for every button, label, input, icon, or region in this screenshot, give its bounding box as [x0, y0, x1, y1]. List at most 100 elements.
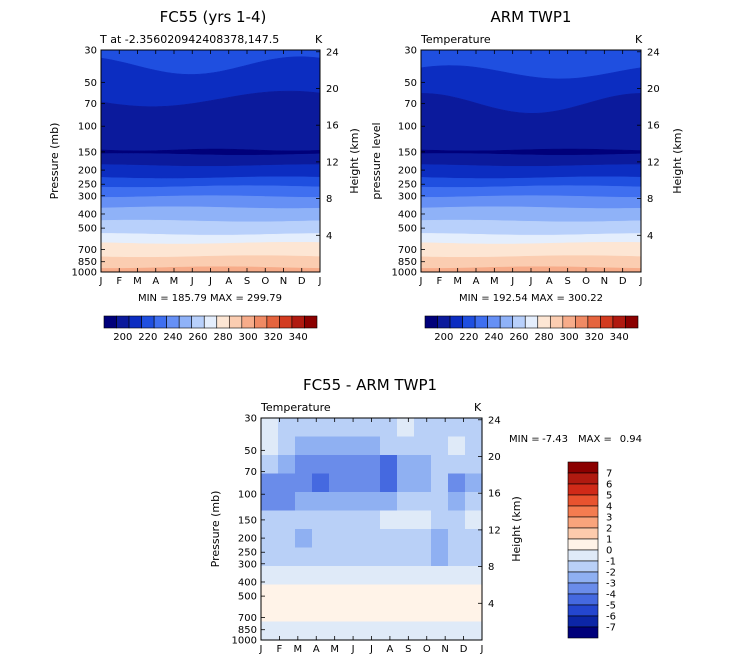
colorbar-label: 260 [509, 332, 528, 343]
colorbar-box [512, 315, 526, 329]
contour-cell [380, 473, 398, 493]
colorbar-label: 6 [606, 480, 612, 491]
contour-cell [380, 455, 398, 475]
contour-cell [397, 473, 415, 493]
colorbar-label: 3 [606, 513, 612, 524]
colorbar: 200 220 240 260 280 300 320 340 [424, 315, 639, 343]
y2-tick-label: 8 [488, 562, 494, 573]
colorbar-box [567, 505, 599, 518]
x-tick-label: O [423, 644, 431, 655]
min-label: MIN = [509, 434, 540, 445]
x-tick-label: M [490, 276, 499, 287]
contour-cell [329, 529, 347, 549]
contour-cell [261, 529, 279, 549]
contour-cell [380, 492, 398, 512]
y-tick-label: 100 [398, 122, 417, 133]
y2-tick-label: 24 [488, 415, 501, 426]
x-tick-label: O [582, 276, 590, 287]
contour-cell [261, 418, 279, 438]
contour-cell [346, 621, 364, 641]
x-tick-label: J [369, 644, 373, 655]
contour-cell [431, 473, 449, 493]
contour-cell [465, 621, 483, 641]
y2-tick-label: 12 [488, 525, 501, 536]
y-tick-label: 400 [78, 209, 97, 220]
x-tick-label: A [313, 644, 320, 655]
contour-cell [397, 529, 415, 549]
x-tick-label: S [244, 276, 250, 287]
colorbar-box [625, 315, 639, 329]
contour-cell [431, 510, 449, 530]
contour-cell [431, 584, 449, 604]
y2-tick-label: 12 [326, 157, 339, 168]
colorbar-label: 240 [484, 332, 503, 343]
colorbar-box [567, 560, 599, 573]
contour-cell [278, 621, 296, 641]
contour-cell [312, 455, 330, 475]
x-tick-label: J [259, 644, 263, 655]
panel-title: ARM TWP1 [491, 8, 572, 26]
y-tick-label: 30 [244, 414, 257, 425]
contour-band [420, 242, 642, 258]
colorbar-box [424, 315, 438, 329]
contour-cell [278, 603, 296, 623]
contour-cell [329, 603, 347, 623]
colorbar-box [279, 315, 293, 329]
colorbar-box [567, 615, 599, 628]
contour-cell [363, 510, 381, 530]
contour-cell [448, 436, 466, 456]
colorbar-label: -3 [606, 579, 616, 590]
contour-cell [329, 566, 347, 586]
contour-cell [431, 455, 449, 475]
y-tick-label: 400 [238, 577, 257, 588]
y-tick-label: 150 [398, 147, 417, 158]
contour-cell [431, 566, 449, 586]
y-tick-label: 1000 [232, 636, 257, 647]
contour-cell [329, 492, 347, 512]
y2-tick-label: 4 [488, 599, 494, 610]
max-label: MAX = [578, 434, 612, 445]
colorbar-box [141, 315, 155, 329]
x-tick-label: J [639, 276, 643, 287]
contour-cell [295, 510, 313, 530]
y-tick-label: 70 [244, 467, 257, 478]
contour-cell [380, 603, 398, 623]
colorbar-box [191, 315, 205, 329]
contour-cell [329, 436, 347, 456]
colorbar-label: 340 [289, 332, 308, 343]
colorbar-box [216, 315, 230, 329]
contour-cell [261, 510, 279, 530]
colorbar-label: 2 [606, 524, 612, 535]
colorbar-label: 220 [459, 332, 478, 343]
colorbar-box [575, 315, 589, 329]
contour-cell [397, 510, 415, 530]
x-tick-label: A [546, 276, 553, 287]
y-tick-label: 50 [244, 446, 257, 457]
contour-cell [380, 566, 398, 586]
x-tick-label: J [480, 644, 484, 655]
contour-cell [380, 621, 398, 641]
colorbar-box [487, 315, 501, 329]
contour-cell [312, 492, 330, 512]
y2-tick-label: 20 [488, 452, 501, 463]
contour-cell [346, 473, 364, 493]
x-tick-label: J [529, 276, 533, 287]
colorbar-box [567, 571, 599, 584]
contour-cell [346, 436, 364, 456]
contour-cell [346, 566, 364, 586]
x-tick-label: M [133, 276, 142, 287]
y-tick-label: 30 [404, 46, 417, 57]
contour-cell [363, 436, 381, 456]
panel-subtitle: T at -2.356020942408378,147.5 [99, 33, 279, 46]
contour-cell [414, 584, 432, 604]
contour-cell [278, 510, 296, 530]
x-tick-label: O [261, 276, 269, 287]
y2-tick-label: 20 [326, 84, 339, 95]
colorbar-box [567, 549, 599, 562]
contour-cell [295, 473, 313, 493]
contour-cell [397, 492, 415, 512]
contour-cell [414, 510, 432, 530]
contour-cell [329, 621, 347, 641]
contour-cell [261, 436, 279, 456]
contour-cell [278, 584, 296, 604]
